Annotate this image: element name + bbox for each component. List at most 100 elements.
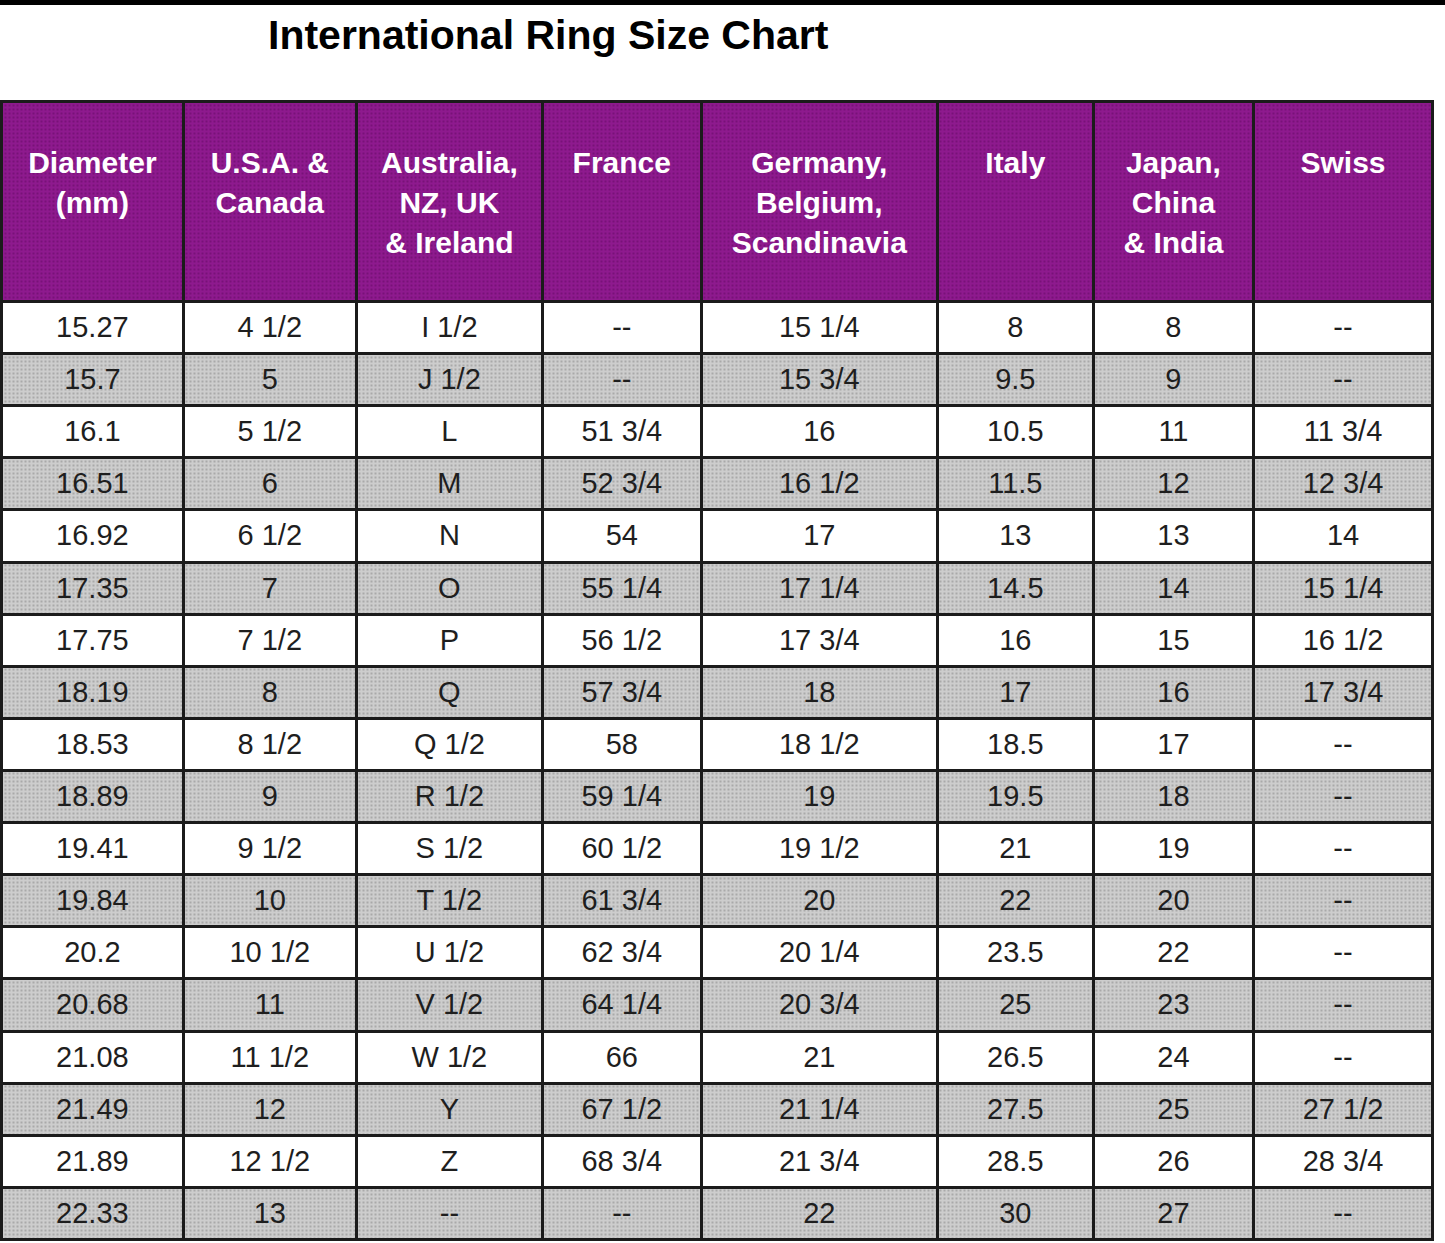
table-cell: 17 3/4 <box>701 614 937 666</box>
table-row: 19.419 1/2S 1/260 1/219 1/22119-- <box>2 823 1433 875</box>
column-header: U.S.A. & Canada <box>183 102 356 302</box>
table-cell: 56 1/2 <box>542 614 701 666</box>
table-row: 15.75J 1/2--15 3/49.59-- <box>2 354 1433 406</box>
table-cell: 8 <box>937 302 1093 354</box>
table-cell: 18 <box>1093 770 1253 822</box>
table-cell: 5 1/2 <box>183 406 356 458</box>
table-cell: 52 3/4 <box>542 458 701 510</box>
table-row: 21.4912Y67 1/221 1/427.52527 1/2 <box>2 1083 1433 1135</box>
table-cell: 18.53 <box>2 718 184 770</box>
table-cell: -- <box>542 302 701 354</box>
table-row: 20.210 1/2U 1/262 3/420 1/423.522-- <box>2 927 1433 979</box>
table-cell: Z <box>356 1135 542 1187</box>
table-cell: -- <box>1254 979 1433 1031</box>
page-title: International Ring Size Chart <box>268 12 828 59</box>
table-row: 16.15 1/2L51 3/41610.51111 3/4 <box>2 406 1433 458</box>
table-cell: 11 <box>1093 406 1253 458</box>
table-cell: 20.68 <box>2 979 184 1031</box>
table-cell: 67 1/2 <box>542 1083 701 1135</box>
table-row: 18.198Q57 3/418171617 3/4 <box>2 666 1433 718</box>
table-cell: 18.89 <box>2 770 184 822</box>
table-cell: 9.5 <box>937 354 1093 406</box>
table-cell: 10 <box>183 875 356 927</box>
table-cell: 16 <box>701 406 937 458</box>
column-header: Diameter (mm) <box>2 102 184 302</box>
table-cell: 22.33 <box>2 1187 184 1239</box>
table-cell: 6 <box>183 458 356 510</box>
table-cell: J 1/2 <box>356 354 542 406</box>
table-cell: 20.2 <box>2 927 184 979</box>
table-cell: 25 <box>1093 1083 1253 1135</box>
table-cell: 30 <box>937 1187 1093 1239</box>
table-cell: L <box>356 406 542 458</box>
table-row: 17.757 1/2P56 1/217 3/4161516 1/2 <box>2 614 1433 666</box>
table-cell: -- <box>1254 823 1433 875</box>
table-cell: 19.84 <box>2 875 184 927</box>
table-cell: 8 <box>183 666 356 718</box>
table-cell: 19 <box>701 770 937 822</box>
table-cell: 27 1/2 <box>1254 1083 1433 1135</box>
table-cell: -- <box>1254 927 1433 979</box>
table-cell: 7 <box>183 562 356 614</box>
table-cell: -- <box>542 354 701 406</box>
table-cell: 12 1/2 <box>183 1135 356 1187</box>
table-cell: 20 <box>1093 875 1253 927</box>
table-cell: 54 <box>542 510 701 562</box>
table-cell: 20 3/4 <box>701 979 937 1031</box>
table-cell: 16.92 <box>2 510 184 562</box>
table-row: 18.538 1/2Q 1/25818 1/218.517-- <box>2 718 1433 770</box>
table-cell: 18.19 <box>2 666 184 718</box>
table-row: 22.3313----223027-- <box>2 1187 1433 1239</box>
table-cell: M <box>356 458 542 510</box>
table-cell: 15.7 <box>2 354 184 406</box>
table-cell: 60 1/2 <box>542 823 701 875</box>
table-cell: 12 <box>1093 458 1253 510</box>
table-cell: S 1/2 <box>356 823 542 875</box>
table-cell: I 1/2 <box>356 302 542 354</box>
table-cell: 51 3/4 <box>542 406 701 458</box>
top-border-bar <box>0 0 1445 5</box>
table-cell: 19 1/2 <box>701 823 937 875</box>
table-cell: 15 <box>1093 614 1253 666</box>
table-cell: 21 <box>701 1031 937 1083</box>
column-header: Japan, China & India <box>1093 102 1253 302</box>
table-cell: 17.35 <box>2 562 184 614</box>
table-cell: 16.51 <box>2 458 184 510</box>
table-cell: 6 1/2 <box>183 510 356 562</box>
table-cell: 15.27 <box>2 302 184 354</box>
table-cell: -- <box>1254 875 1433 927</box>
table-cell: T 1/2 <box>356 875 542 927</box>
table-cell: 8 <box>1093 302 1253 354</box>
table-row: 16.926 1/2N5417131314 <box>2 510 1433 562</box>
table-cell: 18 1/2 <box>701 718 937 770</box>
table-cell: 58 <box>542 718 701 770</box>
table-cell: 16 <box>937 614 1093 666</box>
table-cell: 14.5 <box>937 562 1093 614</box>
table-cell: 15 1/4 <box>1254 562 1433 614</box>
table-cell: 12 3/4 <box>1254 458 1433 510</box>
table-row: 15.274 1/2I 1/2--15 1/488-- <box>2 302 1433 354</box>
table-cell: 13 <box>1093 510 1253 562</box>
table-row: 20.6811V 1/264 1/420 3/42523-- <box>2 979 1433 1031</box>
table-cell: O <box>356 562 542 614</box>
table-cell: 16 1/2 <box>1254 614 1433 666</box>
table-cell: 66 <box>542 1031 701 1083</box>
table-cell: -- <box>1254 1031 1433 1083</box>
table-cell: 27.5 <box>937 1083 1093 1135</box>
table-cell: R 1/2 <box>356 770 542 822</box>
table-cell: 21 <box>937 823 1093 875</box>
table-cell: 62 3/4 <box>542 927 701 979</box>
table-cell: 27 <box>1093 1187 1253 1239</box>
table-cell: 17 3/4 <box>1254 666 1433 718</box>
table-cell: 23.5 <box>937 927 1093 979</box>
table-cell: 59 1/4 <box>542 770 701 822</box>
table-cell: 5 <box>183 354 356 406</box>
table-header: Diameter (mm)U.S.A. & CanadaAustralia, N… <box>2 102 1433 302</box>
table-cell: 22 <box>1093 927 1253 979</box>
table-cell: 17.75 <box>2 614 184 666</box>
table-cell: 11 1/2 <box>183 1031 356 1083</box>
table-cell: 17 <box>1093 718 1253 770</box>
column-header: Swiss <box>1254 102 1433 302</box>
column-header: Australia, NZ, UK & Ireland <box>356 102 542 302</box>
table-cell: Y <box>356 1083 542 1135</box>
